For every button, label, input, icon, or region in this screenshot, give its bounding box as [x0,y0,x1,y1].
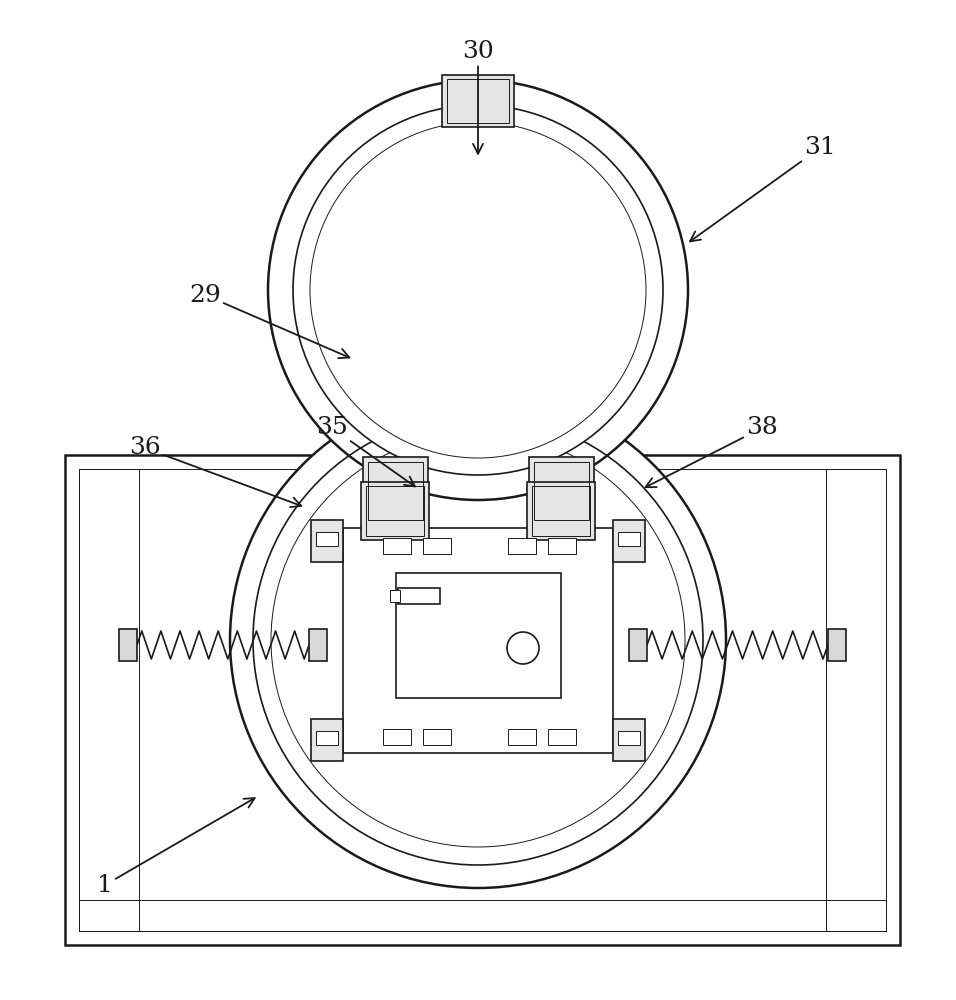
Bar [423,729,451,745]
Text: 1: 1 [98,798,254,896]
Text: 29: 29 [189,284,349,358]
Bar [423,538,451,554]
Bar [79,469,886,931]
Text: 35: 35 [316,416,415,486]
Bar [532,486,590,536]
Bar [613,520,645,562]
Bar [383,729,411,745]
Text: 30: 30 [462,40,494,154]
Bar [398,588,440,604]
Circle shape [293,105,663,475]
Text: 31: 31 [690,136,836,241]
Bar [534,462,589,520]
Bar [79,469,139,931]
Bar [343,528,613,753]
Bar [548,729,576,745]
Bar [527,482,595,540]
Bar [613,719,645,761]
Bar [79,900,886,931]
Bar [311,719,343,761]
Bar [390,590,400,602]
Bar [508,729,536,745]
Bar [618,532,640,546]
Circle shape [230,392,726,888]
Circle shape [507,632,539,664]
Bar [508,538,536,554]
Bar [442,75,514,127]
Bar [311,520,343,562]
Bar [629,629,647,661]
Bar [828,629,846,661]
Bar [363,457,428,525]
Bar [65,455,900,945]
Bar [316,731,338,745]
Bar [366,486,424,536]
Bar [396,573,561,698]
Text: 38: 38 [645,416,778,487]
Bar [383,538,411,554]
Bar [361,482,429,540]
Bar [316,532,338,546]
Bar [309,629,327,661]
Bar [529,457,594,525]
Bar [618,731,640,745]
Bar [826,469,886,931]
Text: 36: 36 [129,436,301,507]
Bar [368,462,423,520]
Bar [119,629,137,661]
Bar [447,79,509,123]
Bar [548,538,576,554]
Circle shape [310,122,646,458]
Circle shape [268,80,688,500]
